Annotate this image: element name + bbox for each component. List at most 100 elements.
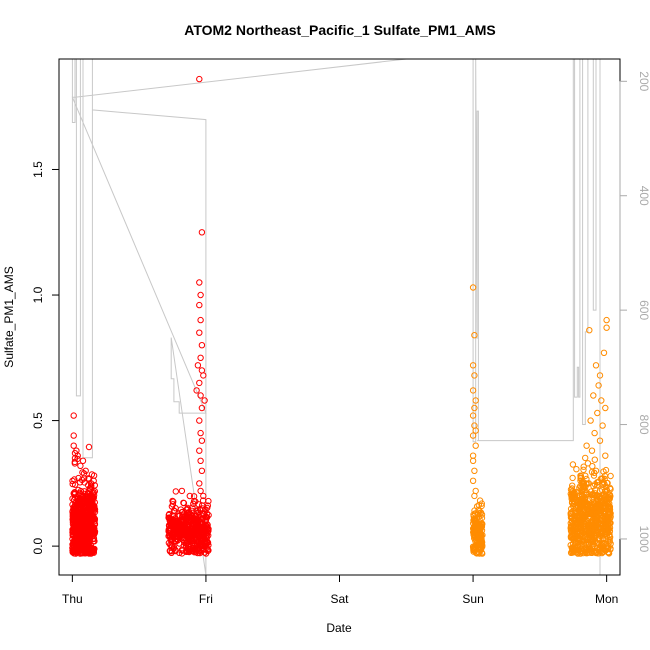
data-point xyxy=(596,535,603,542)
data-point xyxy=(83,541,91,549)
data-point xyxy=(568,499,576,506)
data-point xyxy=(167,527,174,534)
data-point xyxy=(570,536,577,543)
data-point xyxy=(78,533,86,540)
data-point xyxy=(567,490,574,498)
data-point xyxy=(589,463,596,470)
data-point xyxy=(198,502,206,509)
data-point xyxy=(200,492,207,500)
data-point xyxy=(197,291,204,299)
data-point xyxy=(71,458,79,466)
data-point xyxy=(72,533,80,541)
data-point xyxy=(201,525,208,532)
data-point xyxy=(70,432,77,439)
data-point xyxy=(596,437,604,444)
data-point xyxy=(196,75,203,83)
data-point xyxy=(598,397,605,404)
data-point xyxy=(78,537,86,544)
data-point xyxy=(75,474,82,482)
data-point xyxy=(196,447,203,454)
data-point xyxy=(604,501,612,508)
y-tick-label: 1.0 xyxy=(31,286,45,303)
data-point xyxy=(471,492,478,500)
data-point xyxy=(90,545,98,553)
data-point xyxy=(70,412,77,419)
data-point xyxy=(586,327,593,334)
data-point xyxy=(577,532,584,539)
data-point xyxy=(74,511,81,519)
data-point xyxy=(190,514,197,521)
data-point xyxy=(176,549,183,556)
data-point xyxy=(599,422,606,429)
data-point xyxy=(472,549,480,556)
data-point xyxy=(478,520,486,527)
data-point xyxy=(599,544,606,552)
data-point xyxy=(598,529,606,536)
data-point xyxy=(71,476,78,483)
data-point xyxy=(77,462,84,469)
data-point xyxy=(585,501,592,508)
data-point xyxy=(172,538,180,545)
data-point xyxy=(90,477,97,484)
data-point xyxy=(197,354,204,361)
data-point xyxy=(70,442,77,449)
data-point xyxy=(591,456,598,463)
data-point xyxy=(202,506,209,513)
data-point xyxy=(471,372,478,379)
data-point xyxy=(569,490,577,497)
data-point xyxy=(469,362,477,369)
data-point xyxy=(188,525,196,532)
data-point xyxy=(585,540,592,547)
data-point xyxy=(197,392,204,399)
data-point xyxy=(70,512,78,519)
data-point xyxy=(602,466,610,474)
data-point xyxy=(178,487,186,495)
data-point xyxy=(203,510,211,517)
data-point xyxy=(202,550,210,557)
data-point xyxy=(588,447,596,454)
data-point xyxy=(74,524,82,531)
data-point xyxy=(577,550,584,557)
data-point xyxy=(91,488,99,495)
data-point xyxy=(577,518,584,525)
data-point xyxy=(198,467,206,474)
data-point xyxy=(569,461,577,468)
data-point xyxy=(568,514,575,521)
data-point xyxy=(602,404,609,412)
data-point xyxy=(469,457,477,464)
data-point xyxy=(184,524,191,531)
data-point xyxy=(598,548,606,556)
y2-axis: 200 400 600 800 1000 xyxy=(619,71,650,553)
data-point xyxy=(471,467,478,474)
data-point xyxy=(576,500,583,507)
data-point xyxy=(89,493,96,501)
data-point xyxy=(598,475,605,483)
y-tick-label: 1.5 xyxy=(31,161,45,178)
data-point xyxy=(469,432,477,439)
data-point xyxy=(572,544,579,552)
data-point xyxy=(71,524,78,531)
data-point xyxy=(603,497,611,505)
data-point xyxy=(73,540,80,548)
data-point xyxy=(186,545,193,553)
data-point xyxy=(72,500,79,507)
chart-title: ATOM2 Northeast_Pacific_1 Sulfate_PM1_AM… xyxy=(184,22,495,38)
y-axis-label: Sulfate_PM1_AMS xyxy=(2,266,16,367)
data-point xyxy=(579,499,586,506)
data-point xyxy=(169,501,177,508)
data-point xyxy=(476,507,483,515)
data-point xyxy=(167,520,175,528)
x-tick-label: Mon xyxy=(595,592,618,606)
data-point xyxy=(172,488,180,495)
data-point xyxy=(598,540,606,547)
data-point xyxy=(82,467,89,474)
data-point xyxy=(197,457,204,464)
data-point xyxy=(79,543,86,550)
data-point xyxy=(599,475,606,482)
data-point xyxy=(193,546,201,553)
data-point xyxy=(198,404,206,412)
data-point xyxy=(196,329,203,336)
data-point xyxy=(592,467,600,474)
x-tick-label: Thu xyxy=(62,592,83,606)
